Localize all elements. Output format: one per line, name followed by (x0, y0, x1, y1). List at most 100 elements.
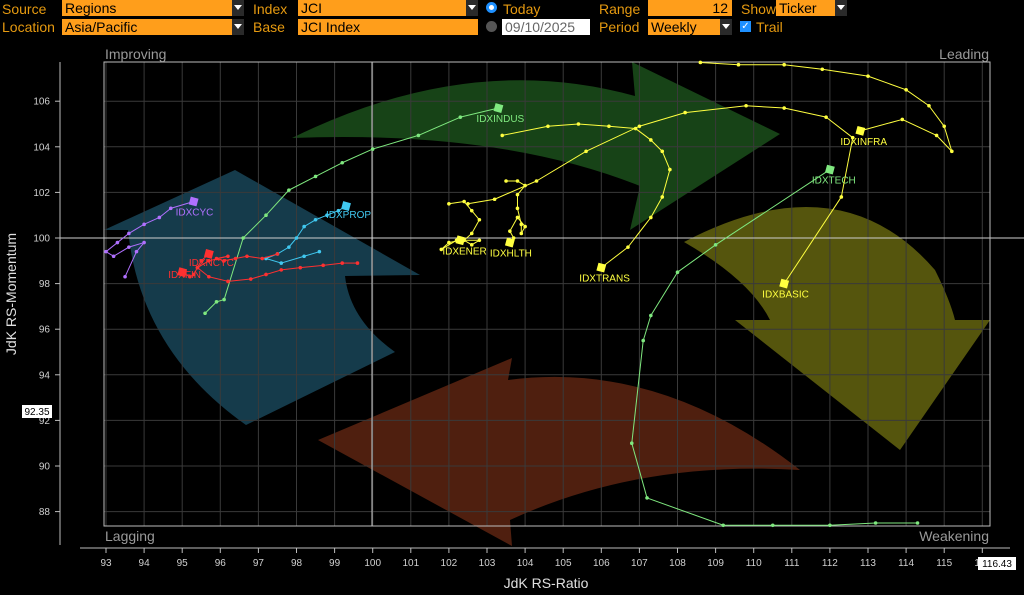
current-point (203, 249, 214, 259)
trail-point (519, 231, 524, 236)
trail-segment (642, 315, 652, 341)
trail-point (275, 252, 280, 256)
trail-segment (936, 135, 953, 152)
trail-segment (136, 242, 145, 253)
x-tick-label: 103 (479, 558, 496, 569)
trail-checkbox[interactable]: ✓ (740, 21, 751, 32)
trail-point (241, 236, 245, 240)
trail-point (245, 254, 249, 259)
trail-point (134, 249, 139, 254)
x-tick-label: 108 (669, 558, 686, 569)
series-label: IDXENER (442, 246, 486, 257)
index-select[interactable]: JCI (298, 0, 478, 16)
trail-segment (242, 214, 267, 239)
trail-segment (463, 201, 473, 211)
trail-point (191, 272, 196, 277)
trail-point (698, 60, 703, 65)
series-idxprop: IDXPROP (264, 201, 371, 265)
trail-segment (635, 128, 652, 141)
x-tick-label: 115 (936, 558, 952, 569)
trail-segment (943, 126, 953, 152)
trail-point (111, 254, 116, 259)
trail-segment (677, 244, 716, 273)
x-tick-label: 98 (291, 558, 303, 569)
trail-segment (784, 107, 827, 118)
x-tick-label: 93 (100, 558, 112, 569)
y-tick-label: 88 (39, 507, 51, 518)
trail-point (325, 213, 329, 217)
trail-segment (246, 255, 263, 260)
trail-segment (197, 267, 210, 278)
toolbar: Source Regions Location Asia/Pacific Ind… (0, 0, 1024, 38)
trail-point (736, 62, 741, 67)
series-idxcyc: IDXCYC (104, 196, 213, 279)
x-tick-label: 106 (593, 558, 610, 569)
y-tick-label: 96 (39, 325, 51, 336)
today-radio[interactable] (486, 2, 497, 13)
trail-point (142, 240, 146, 245)
date-radio[interactable] (486, 21, 497, 32)
period-value: Weekly (651, 19, 697, 35)
trail-point (127, 245, 131, 249)
period-select[interactable]: Weekly (648, 19, 732, 35)
trail-point (629, 441, 634, 446)
show-select[interactable]: Ticker (776, 0, 847, 16)
x-axis-label: JdK RS-Ratio (504, 575, 589, 591)
trail-point (546, 124, 550, 129)
current-point (825, 164, 835, 175)
trail-point (649, 138, 653, 142)
trail-segment (204, 301, 217, 314)
current-point (455, 235, 466, 246)
series-label: IDXFIN (168, 270, 201, 281)
trail-segment (105, 242, 118, 253)
current-point (596, 262, 607, 273)
trail-segment (650, 139, 663, 152)
quadrant-lagging: Lagging (105, 528, 155, 544)
trail-segment (124, 251, 137, 277)
trail-segment (227, 278, 251, 282)
trail-point (279, 261, 284, 265)
source-label: Source (2, 1, 47, 17)
date-input[interactable]: 09/10/2025 (502, 19, 590, 35)
trail-segment (578, 123, 609, 127)
trail-point (645, 496, 649, 500)
trail-point (313, 174, 318, 179)
series-label: IDXTECH (812, 176, 856, 187)
trail-segment (323, 262, 343, 266)
trail-segment (235, 255, 248, 260)
trail-segment (867, 75, 907, 91)
trail-point (649, 313, 653, 318)
trail-point (264, 213, 268, 217)
trail-segment (265, 258, 282, 264)
trail-segment (303, 251, 320, 257)
trail-point (226, 279, 230, 284)
range-input[interactable]: 12 (648, 0, 732, 16)
trail-point (770, 523, 775, 528)
trail-point (744, 103, 748, 108)
current-point (341, 201, 351, 211)
trail-point (584, 149, 588, 154)
trail-segment (418, 116, 461, 136)
location-select[interactable]: Asia/Pacific (62, 19, 244, 35)
trail-point (462, 199, 466, 204)
current-point (177, 267, 188, 278)
source-select[interactable]: Regions (62, 0, 244, 16)
trail-point (127, 231, 131, 236)
trail-point (637, 124, 642, 129)
trail-point (873, 521, 878, 525)
base-input[interactable]: JCI Index (298, 19, 478, 35)
x-tick-label: 96 (215, 558, 227, 569)
trail-point (950, 149, 954, 154)
series-label: IDXINFRA (840, 137, 887, 148)
trail-point (633, 126, 638, 131)
y-tick-label: 102 (33, 188, 50, 199)
trail-point (511, 236, 516, 240)
y-tick-label: 98 (39, 279, 51, 290)
trail-segment (650, 271, 678, 316)
trail-point (313, 217, 318, 222)
trail-segment (627, 217, 652, 248)
y-tick-label: 94 (39, 370, 51, 381)
trail-segment (547, 123, 579, 127)
source-value: Regions (65, 0, 117, 16)
y-tick-label: 106 (33, 97, 50, 108)
